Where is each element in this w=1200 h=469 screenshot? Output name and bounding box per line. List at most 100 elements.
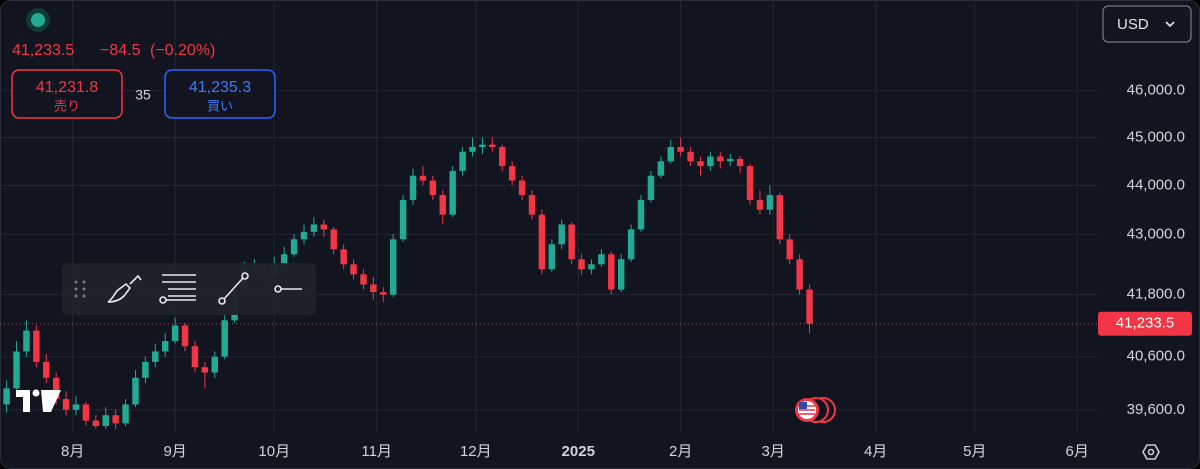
buy-button[interactable] (164, 69, 276, 119)
candle-body (191, 346, 199, 368)
candle-body (538, 214, 546, 270)
candle-body (33, 330, 40, 362)
candle-body (499, 146, 506, 167)
candle-body (627, 229, 635, 260)
candle-body (637, 199, 645, 230)
candle-body (112, 415, 119, 424)
candle-body (608, 254, 615, 290)
price-tag-label: 41,233.5 (1116, 315, 1174, 332)
brush-tool[interactable] (107, 274, 142, 303)
candle-body (3, 388, 10, 405)
candle-body (617, 259, 625, 290)
candle-body (429, 180, 437, 196)
ray-tool[interactable] (274, 285, 302, 293)
candle-body (82, 404, 90, 421)
candle-body (479, 144, 486, 147)
candle-body (181, 325, 189, 347)
candle-body (13, 351, 20, 389)
y-tick-label: 41,800.0 (1127, 286, 1185, 303)
buy-price: 41,235.3 (189, 79, 251, 96)
spread: 35 (135, 87, 151, 103)
candle-body (756, 199, 764, 210)
candle-body (290, 239, 298, 255)
fib-tool[interactable] (159, 274, 196, 304)
x-tick-label: 2月 (669, 443, 692, 460)
candle-body (142, 361, 149, 378)
candle-body (43, 361, 50, 378)
candle-body (657, 161, 665, 176)
candle-body (746, 166, 754, 200)
sell-price: 41,231.8 (36, 79, 98, 96)
y-tick-label: 45,000.0 (1127, 128, 1185, 145)
candle-body (23, 330, 30, 352)
candle-body (568, 224, 575, 260)
x-tick-label: 6月 (1066, 443, 1089, 460)
candle-body (786, 239, 793, 260)
sell-button[interactable] (11, 69, 123, 119)
candle-body (598, 254, 605, 265)
candle-body (380, 292, 387, 295)
candle-body (52, 377, 60, 400)
candle-body (320, 224, 328, 230)
candle-body (72, 404, 80, 410)
y-tick-label: 39,600.0 (1127, 401, 1185, 418)
last-price: 41,233.5 (12, 42, 74, 59)
candle-body (697, 161, 704, 167)
candle-body (330, 229, 337, 250)
candle-body (548, 244, 556, 270)
candle-body (449, 170, 456, 215)
x-tick-label: 8月 (61, 443, 84, 460)
trendline-tool[interactable] (218, 272, 249, 305)
candle-body (171, 325, 179, 342)
candle-body (439, 195, 446, 215)
status-dot (31, 13, 45, 27)
candle-body (419, 175, 427, 181)
candle-body (389, 239, 397, 295)
drag-handle[interactable] (74, 280, 86, 298)
buy-label: 買い (207, 98, 233, 113)
candle-body (736, 158, 744, 167)
candle-body (409, 175, 417, 200)
candle-body (707, 156, 714, 167)
candle-body (558, 224, 565, 245)
candle-body (796, 259, 803, 290)
chevron-icon (1165, 21, 1175, 28)
settings-icon[interactable] (1142, 444, 1160, 460)
event-markers[interactable] (795, 397, 836, 423)
candle-body (806, 289, 813, 324)
tv-logo (16, 389, 61, 412)
candle-body (211, 356, 218, 373)
candle-body (92, 420, 100, 427)
y-tick-label: 40,600.0 (1127, 348, 1185, 365)
candle-body (62, 399, 70, 410)
plot-area: 39,600.0 40,600.0 41,800.0 43,000.0 44,000.0… (0, 0, 1185, 460)
candle-body (300, 231, 308, 240)
x-tick-label: 3月 (762, 443, 785, 460)
x-tick-label: 9月 (163, 443, 186, 460)
y-tick-label: 46,000.0 (1127, 82, 1185, 99)
x-tick-label: 5月 (963, 443, 986, 460)
candle-body (667, 146, 674, 162)
candle-body (350, 264, 357, 275)
x-tick-label: 4月 (864, 443, 887, 460)
candle-body (459, 151, 466, 171)
price-change: −84.5 (100, 42, 141, 59)
candle-body (132, 377, 139, 405)
candle-body (528, 195, 536, 215)
candle-body (508, 166, 516, 181)
candle-body (102, 415, 109, 427)
x-tick-label: 10月 (258, 443, 290, 460)
candle-body (399, 199, 407, 240)
candle-body (340, 249, 347, 265)
candle-body (766, 195, 774, 210)
candle-body (122, 404, 129, 424)
candle-body (201, 367, 209, 373)
sell-label: 売り (54, 98, 80, 113)
x-tick-label: 11月 (361, 443, 392, 460)
candle-body (310, 224, 318, 232)
currency-select[interactable] (1102, 5, 1192, 43)
candle-body (677, 146, 684, 152)
candle-body (727, 158, 734, 162)
